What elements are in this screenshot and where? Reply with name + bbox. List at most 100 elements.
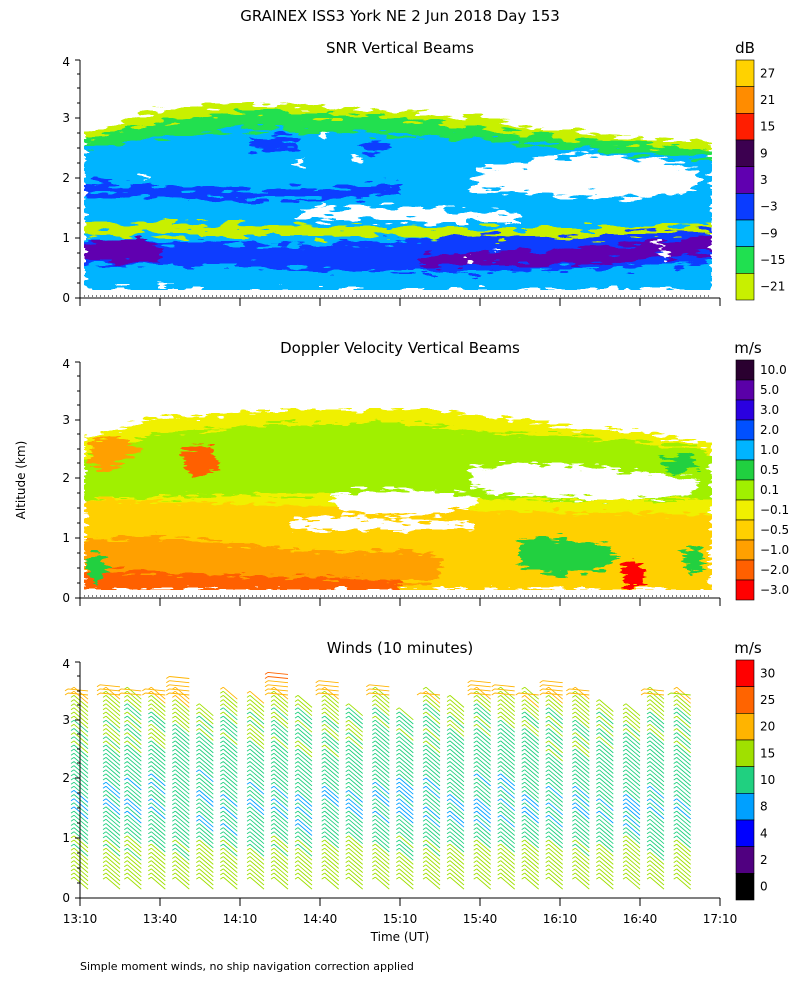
wind-barb	[446, 761, 465, 774]
wind-barb	[220, 843, 238, 857]
wind-barb	[396, 773, 414, 787]
wind-barb	[646, 823, 665, 836]
wind-barb	[270, 847, 289, 861]
wind-barb	[70, 831, 89, 845]
wind-barb	[220, 814, 238, 828]
doppler-colorbar-label: 5.0	[760, 383, 779, 397]
wind-barb	[622, 839, 641, 853]
wind-barb	[596, 806, 614, 820]
wind-barb	[321, 872, 339, 886]
wind-barb	[446, 752, 465, 766]
wind-barb	[124, 806, 142, 820]
wind-barb	[622, 761, 641, 774]
wind-barb	[366, 688, 390, 692]
wind-barb	[124, 773, 142, 787]
wind-barb	[294, 757, 313, 770]
doppler-colorbar-swatch	[735, 539, 755, 561]
wind-barb	[622, 843, 641, 857]
wind-barb	[473, 736, 491, 750]
wind-barb	[70, 790, 89, 803]
wind-barb	[646, 781, 665, 795]
snr-colorbar: 27 21 15 9 3 −3 −9 −15 −21	[735, 59, 785, 301]
wind-barb	[124, 785, 142, 799]
wind-barb	[497, 876, 515, 890]
wind-barb	[220, 790, 238, 803]
wind-barb	[102, 757, 121, 770]
wind-barb	[172, 728, 190, 741]
wind-barb	[64, 688, 89, 692]
wind-barb	[446, 711, 465, 725]
wind-barb	[102, 835, 121, 849]
wind-barb	[446, 699, 465, 712]
wind-barb	[148, 860, 166, 873]
wind-barb	[345, 773, 363, 787]
wind-barb	[622, 757, 641, 770]
wind-barb	[70, 872, 89, 886]
wind-barb	[294, 707, 313, 721]
wind-barb	[596, 856, 614, 869]
wind-barb	[196, 752, 214, 766]
wind-barb	[102, 785, 121, 799]
wind-barb	[622, 744, 641, 758]
wind-barb	[622, 748, 641, 762]
wind-barb	[396, 802, 414, 816]
wind-barb	[372, 802, 390, 816]
wind-barb	[572, 703, 590, 717]
wind-barb	[622, 806, 641, 820]
wind-barb	[396, 814, 414, 828]
footnote: Simple moment winds, no ship navigation …	[80, 960, 414, 973]
wind-barb	[622, 728, 641, 741]
wind-barb	[294, 695, 313, 708]
wind-barb	[572, 872, 590, 886]
wind-barb	[497, 814, 515, 828]
x-tick-label: 14:10	[223, 912, 258, 926]
wind-barb	[396, 715, 414, 729]
doppler-colorbar-swatch	[735, 359, 755, 381]
wind-barb	[497, 723, 515, 737]
wind-barb	[220, 839, 238, 853]
wind-barb	[372, 777, 390, 791]
wind-barb	[521, 711, 539, 725]
wind-barb	[246, 736, 265, 750]
wind-barb	[446, 744, 465, 758]
wind-barb	[646, 719, 665, 733]
wind-barb	[521, 843, 539, 857]
wind-barb	[572, 744, 590, 758]
wind-barb	[545, 752, 563, 766]
wind-barb	[315, 692, 339, 696]
wind-barb	[497, 852, 515, 865]
wind-barb	[396, 823, 414, 836]
wind-barb	[521, 757, 539, 770]
wind-barb	[321, 818, 339, 832]
wind-barb	[294, 794, 313, 807]
winds-colorbar-swatch	[735, 873, 755, 901]
wind-barb	[196, 827, 214, 840]
wind-barb	[124, 695, 142, 708]
wind-barb	[172, 798, 190, 812]
wind-barb	[497, 728, 515, 741]
wind-barb	[124, 864, 142, 878]
wind-barb	[220, 723, 238, 737]
snr-axes	[75, 59, 721, 306]
wind-barb	[497, 835, 515, 849]
wind-barb	[446, 794, 465, 807]
wind-barb	[172, 757, 190, 770]
wind-barb	[246, 806, 265, 820]
panel-doppler-title: Doppler Velocity Vertical Beams	[280, 339, 520, 357]
wind-barb	[673, 723, 691, 737]
wind-barb	[497, 740, 515, 754]
wind-barb	[646, 757, 665, 770]
wind-barb	[372, 703, 390, 717]
wind-barb	[124, 798, 142, 812]
wind-barb	[622, 860, 641, 873]
wind-barb	[422, 732, 441, 745]
wind-barb	[246, 723, 265, 737]
wind-barb	[640, 692, 665, 696]
wind-barb	[196, 806, 214, 820]
wind-barb	[497, 798, 515, 812]
wind-barb	[673, 839, 691, 853]
wind-barb	[148, 806, 166, 820]
wind-barb	[124, 810, 142, 824]
wind-barb	[70, 719, 89, 733]
